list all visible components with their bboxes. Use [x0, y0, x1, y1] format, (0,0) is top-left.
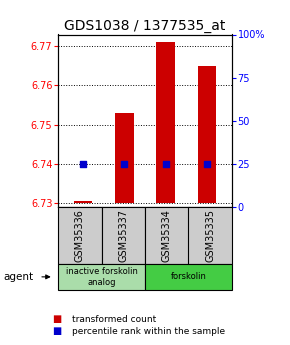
Point: [205, 161, 209, 167]
Title: GDS1038 / 1377535_at: GDS1038 / 1377535_at: [64, 19, 226, 33]
Text: forskolin: forskolin: [171, 272, 206, 282]
Text: percentile rank within the sample: percentile rank within the sample: [72, 327, 226, 336]
Text: GSM35335: GSM35335: [205, 209, 215, 262]
Point: [81, 161, 85, 167]
Text: ■: ■: [52, 314, 61, 324]
Text: transformed count: transformed count: [72, 315, 157, 324]
Text: GSM35334: GSM35334: [162, 209, 172, 262]
Point: [163, 161, 168, 167]
Text: ■: ■: [52, 326, 61, 336]
Text: agent: agent: [3, 272, 33, 282]
Bar: [156, 42, 175, 203]
Text: inactive forskolin
analog: inactive forskolin analog: [66, 267, 137, 287]
Bar: [198, 66, 216, 203]
Bar: [115, 113, 134, 203]
Text: GSM35336: GSM35336: [75, 209, 85, 262]
Point: [122, 161, 127, 167]
Bar: [74, 201, 92, 203]
Text: GSM35337: GSM35337: [118, 209, 128, 262]
